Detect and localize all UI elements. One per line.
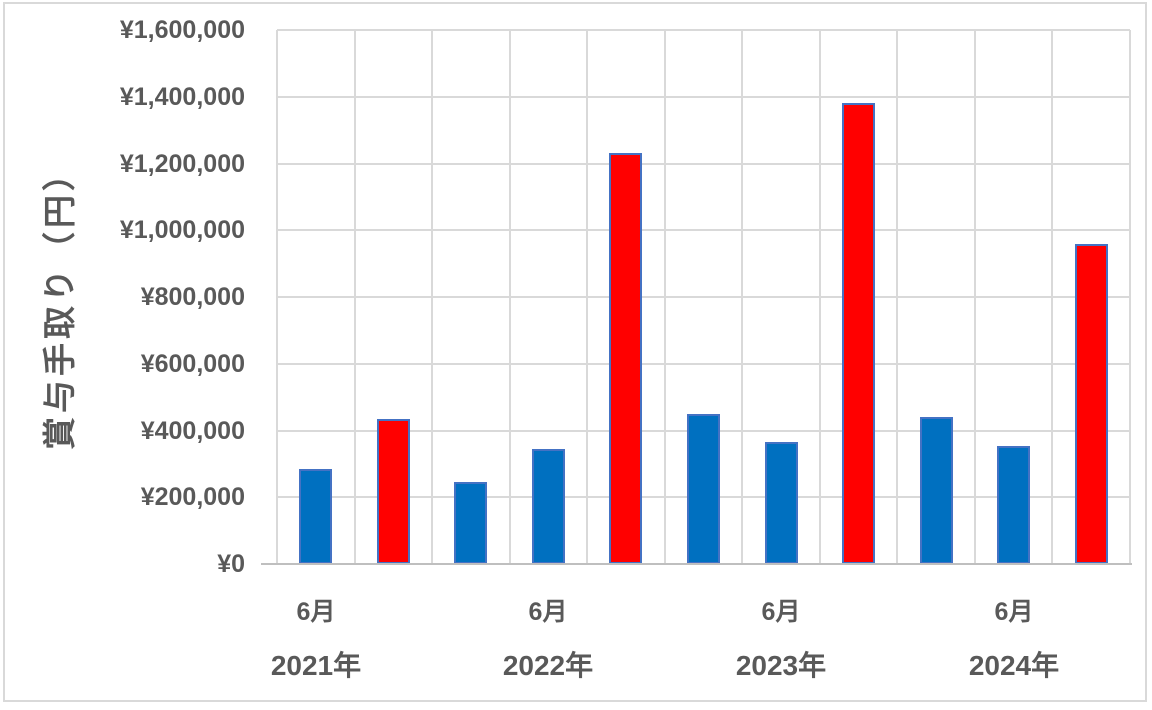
h-gridline	[277, 363, 1130, 365]
x-year-tick-label: 2024年	[968, 650, 1060, 681]
x-year-tick-label: 2023年	[735, 650, 827, 681]
v-gridline	[974, 30, 976, 564]
x-month-tick-label: 6月	[528, 598, 568, 626]
v-gridline	[1051, 30, 1053, 564]
h-gridline	[277, 296, 1130, 298]
y-tick-label: ¥400,000	[140, 417, 245, 445]
y-tick-label: ¥800,000	[140, 283, 245, 311]
bar-blue-9	[997, 446, 1030, 564]
bar-blue-5	[687, 414, 720, 564]
bar-blue-8	[920, 417, 953, 564]
h-gridline	[277, 229, 1130, 231]
bar-blue-2	[454, 482, 487, 564]
chart-frame: 賞与手取り（円） ¥0 ¥200,000 ¥400,000 ¥600,000 ¥800,…	[3, 2, 1147, 702]
plot-area	[276, 29, 1131, 564]
y-tick-label: ¥200,000	[140, 483, 245, 511]
v-gridline	[1129, 30, 1131, 564]
h-gridline	[277, 29, 1130, 31]
bar-red-1	[377, 419, 410, 564]
x-axis-line	[261, 563, 1132, 565]
v-gridline	[431, 30, 433, 564]
x-year-tick-label: 2022年	[502, 650, 594, 681]
v-gridline	[664, 30, 666, 564]
h-gridline	[277, 163, 1130, 165]
bar-red-7	[842, 103, 875, 564]
bar-blue-3	[532, 449, 565, 564]
h-gridline	[277, 96, 1130, 98]
v-gridline	[509, 30, 511, 564]
v-gridline	[741, 30, 743, 564]
v-gridline	[276, 30, 278, 564]
bar-red-10	[1075, 244, 1108, 564]
x-month-tick-label: 6月	[296, 598, 336, 626]
bar-blue-6	[765, 442, 798, 564]
x-year-tick-label: 2021年	[270, 650, 362, 681]
bar-blue-0	[299, 469, 332, 564]
bar-red-4	[609, 153, 642, 564]
y-tick-label: ¥1,200,000	[119, 150, 245, 178]
y-tick-label: ¥0	[217, 550, 245, 578]
v-gridline	[896, 30, 898, 564]
x-month-tick-label: 6月	[761, 598, 801, 626]
y-tick-label: ¥1,600,000	[119, 16, 245, 44]
y-tick-label: ¥600,000	[140, 350, 245, 378]
y-tick-label: ¥1,400,000	[119, 83, 245, 111]
v-gridline	[354, 30, 356, 564]
x-month-tick-label: 6月	[994, 598, 1034, 626]
v-gridline	[586, 30, 588, 564]
v-gridline	[819, 30, 821, 564]
y-tick-label: ¥1,000,000	[119, 216, 245, 244]
